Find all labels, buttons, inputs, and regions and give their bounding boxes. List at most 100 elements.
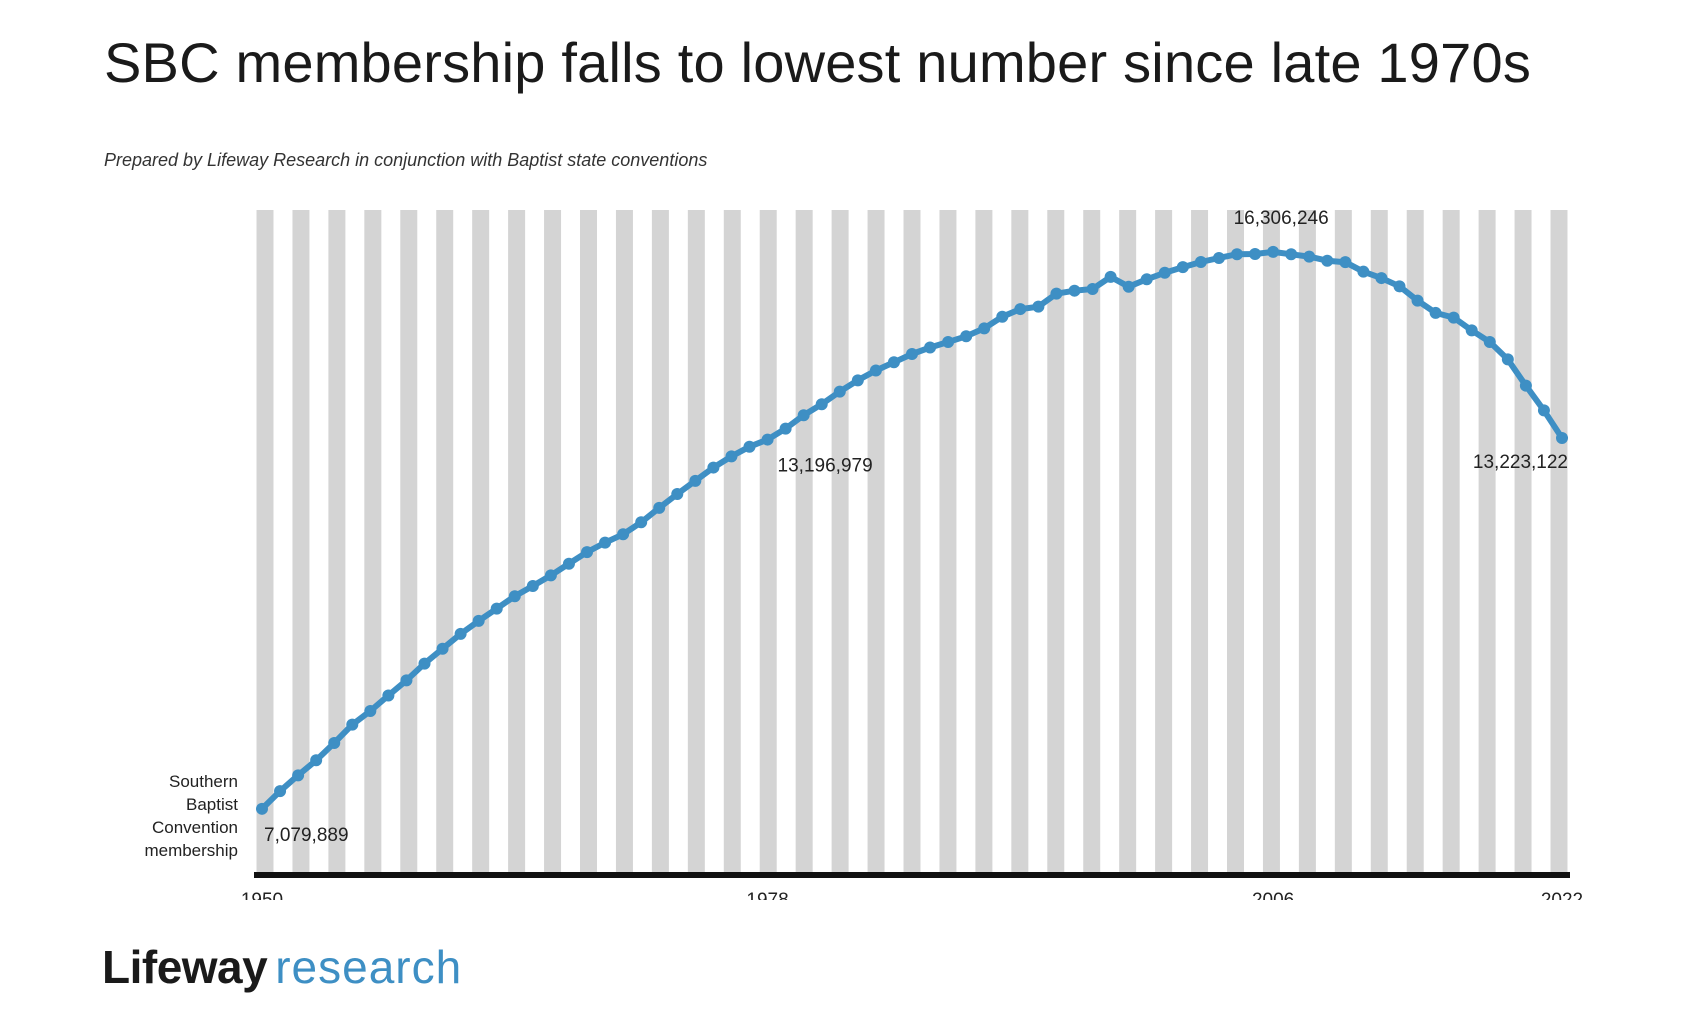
- data-point: [743, 440, 756, 453]
- lifeway-research-logo: Lifeway research: [102, 944, 462, 990]
- value-annotation: 7,079,889: [264, 825, 349, 846]
- x-tick-labels: 1950 1978 2006 2022: [241, 890, 1583, 900]
- data-point: [815, 398, 828, 411]
- value-annotation: 13,223,122: [1473, 452, 1568, 473]
- x-tick-label: 2006: [1252, 890, 1294, 900]
- data-point: [256, 802, 268, 815]
- data-point: [1194, 256, 1207, 269]
- data-point: [833, 385, 846, 398]
- data-point: [1519, 379, 1532, 392]
- background-stripe: [687, 210, 705, 874]
- data-point: [707, 461, 720, 474]
- data-point: [526, 580, 539, 593]
- data-point: [328, 737, 341, 750]
- background-stripe: [1227, 210, 1244, 874]
- data-point: [544, 569, 557, 582]
- data-point: [689, 474, 702, 487]
- data-point: [292, 769, 305, 782]
- x-tick-label: 1950: [241, 890, 283, 900]
- background-stripe: [256, 210, 274, 874]
- data-point: [1483, 336, 1496, 349]
- chart-subtitle: Prepared by Lifeway Research in conjunct…: [104, 150, 708, 170]
- data-point: [1501, 353, 1514, 366]
- data-point: [1158, 266, 1171, 279]
- data-point: [436, 642, 449, 655]
- data-point: [1465, 324, 1478, 337]
- data-point: [1140, 273, 1153, 286]
- data-point: [562, 557, 575, 570]
- data-point: [1411, 294, 1424, 307]
- data-point: [1212, 251, 1225, 264]
- data-point: [581, 546, 593, 559]
- x-tick-label: 2022: [1541, 890, 1583, 900]
- data-point: [1357, 265, 1370, 278]
- data-points: [256, 245, 1568, 815]
- background-stripe: [1298, 210, 1316, 874]
- data-point: [635, 516, 648, 529]
- data-point: [779, 422, 792, 435]
- y-axis-label-line: Southern: [169, 772, 238, 791]
- background-stripe: [867, 210, 885, 874]
- data-point: [1231, 248, 1243, 261]
- data-point: [490, 602, 503, 615]
- x-tick-label: 1978: [746, 890, 788, 900]
- background-stripe: [1514, 210, 1532, 874]
- data-point: [1176, 261, 1189, 274]
- data-point: [1267, 245, 1280, 258]
- background-stripe: [903, 210, 921, 874]
- value-annotation: 16,306,246: [1234, 208, 1329, 229]
- background-stripe: [651, 210, 669, 874]
- data-point: [617, 528, 630, 541]
- data-point: [1032, 300, 1045, 313]
- background-stripe: [1155, 210, 1173, 874]
- data-point: [960, 330, 973, 343]
- data-point: [797, 409, 810, 422]
- data-point: [1447, 311, 1460, 324]
- data-point: [671, 487, 684, 500]
- data-point: [1339, 256, 1352, 269]
- data-point: [887, 356, 900, 369]
- background-stripe: [1191, 210, 1209, 874]
- data-point: [851, 374, 864, 387]
- data-point: [400, 674, 413, 687]
- data-point: [869, 364, 882, 377]
- brand-division: research: [275, 941, 463, 993]
- data-point: [364, 704, 377, 717]
- background-stripe: [1083, 210, 1101, 874]
- background-stripe: [939, 210, 957, 874]
- background-stripes: [256, 210, 1568, 874]
- background-stripe: [723, 210, 741, 874]
- line-chart: Southern Baptist Convention membership 7,07…: [144, 208, 1583, 900]
- data-point: [653, 501, 666, 514]
- data-point: [924, 341, 937, 354]
- data-point: [1556, 431, 1568, 444]
- data-point: [274, 785, 287, 798]
- background-stripe: [1262, 210, 1280, 874]
- background-stripe: [795, 210, 813, 874]
- background-stripe: [1550, 210, 1568, 874]
- data-point: [599, 536, 612, 549]
- background-stripe: [400, 210, 418, 874]
- y-axis-label-line: membership: [144, 841, 238, 860]
- data-point: [761, 433, 774, 446]
- background-stripe: [1334, 210, 1352, 874]
- chart-title: SBC membership falls to lowest number si…: [104, 31, 1532, 94]
- data-point: [1068, 284, 1081, 297]
- data-point: [508, 590, 521, 603]
- background-stripe: [436, 210, 454, 874]
- x-axis-line: [254, 872, 1570, 878]
- data-point: [1303, 250, 1316, 263]
- data-point: [906, 348, 918, 361]
- data-point: [1321, 254, 1334, 267]
- data-point: [310, 754, 323, 767]
- data-point: [1104, 270, 1117, 283]
- background-stripe: [831, 210, 849, 874]
- background-stripe: [615, 210, 633, 874]
- data-point: [472, 614, 485, 627]
- data-point: [418, 657, 431, 670]
- data-point: [1285, 248, 1298, 261]
- y-axis-label: Southern Baptist Convention membership: [144, 772, 238, 860]
- brand-name: Lifeway: [102, 941, 268, 993]
- data-point: [1429, 306, 1442, 319]
- data-point: [346, 718, 359, 731]
